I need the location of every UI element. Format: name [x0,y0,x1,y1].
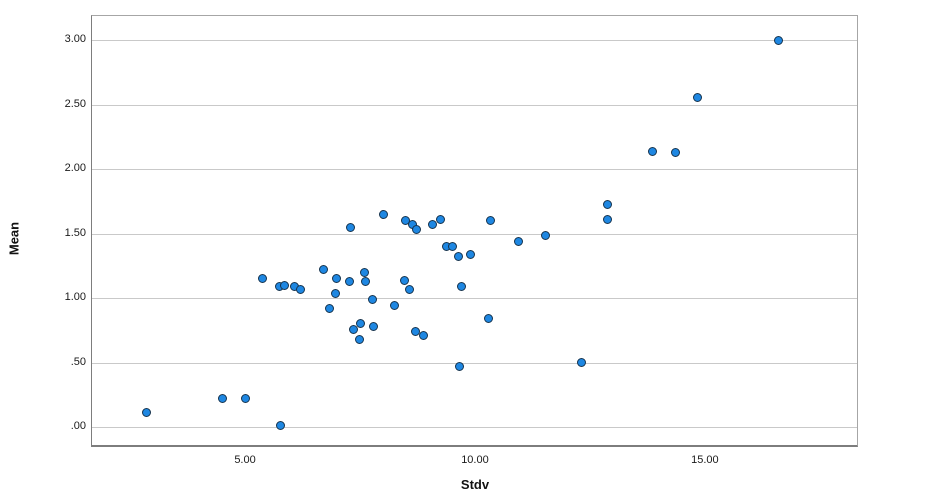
gridline [92,40,857,42]
y-tick-label: 2.00 [64,162,86,175]
x-tick-label: 15.00 [691,454,719,466]
data-point [435,215,445,225]
data-point [774,35,784,45]
data-point [576,358,586,368]
data-point [418,331,428,341]
plot-area [91,15,858,447]
gridline [92,362,857,364]
data-point [355,319,365,329]
data-point [318,265,328,275]
data-point [360,267,370,277]
data-point [486,216,496,226]
x-axis-title: Stdv [460,477,490,492]
data-point [456,282,466,292]
y-tick-label: 2.50 [64,97,86,110]
y-tick-label: 1.50 [64,226,86,239]
data-point [453,252,463,262]
data-point [331,288,341,298]
gridline [92,104,857,106]
data-point [349,324,359,334]
gridline [92,426,857,428]
x-tick-label: 10.00 [461,454,489,466]
data-point [693,92,703,102]
gridline [92,233,857,235]
x-tick-label: 5.00 [234,454,256,466]
data-point [454,361,464,371]
data-point [257,274,267,284]
data-point [647,146,657,156]
data-point [404,284,414,294]
data-point [466,249,476,259]
data-point [332,274,342,284]
data-point [217,394,227,404]
data-point [240,394,250,404]
data-point [412,225,422,235]
data-point [345,222,355,232]
y-axis-title: Mean [6,221,22,256]
data-point [367,294,377,304]
y-tick-label: .50 [70,355,86,368]
y-tick-label: .00 [70,419,86,432]
data-point [344,276,354,286]
data-point [602,199,612,209]
data-point [602,215,612,225]
data-point [369,322,379,331]
gridline [92,298,857,300]
data-point [670,148,680,158]
data-point [390,301,400,311]
data-point [541,230,551,240]
data-point [325,303,335,313]
y-tick-label: 3.00 [64,33,86,46]
data-point [513,236,523,246]
data-point [280,280,290,290]
data-point [379,209,389,219]
data-point [484,314,494,324]
data-point [360,276,370,286]
data-point [142,408,152,418]
y-tick-label: 1.00 [64,291,86,304]
data-point [296,284,306,294]
data-point [355,334,365,344]
data-point [427,220,437,230]
data-point [400,275,410,285]
data-point [276,421,286,431]
data-point [448,242,457,252]
gridline [92,169,857,171]
